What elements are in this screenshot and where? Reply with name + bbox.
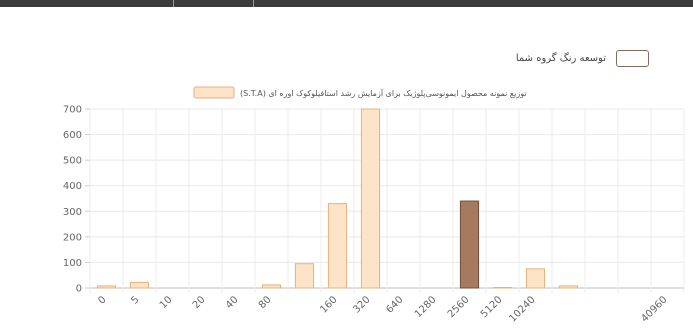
bar — [360, 108, 381, 289]
y-tick-label: 100 — [63, 258, 82, 269]
strip-divider — [253, 0, 254, 7]
series-legend-swatch — [193, 86, 235, 99]
x-tick-label: 5 — [129, 294, 141, 306]
bar — [492, 286, 513, 289]
x-tick-label: 320 — [351, 294, 372, 315]
y-tick-label: 200 — [63, 232, 82, 243]
chart-grid — [89, 108, 685, 293]
y-tick-label: 600 — [63, 130, 82, 141]
x-tick-label: 20 — [191, 294, 208, 311]
y-tick-label: 400 — [63, 181, 82, 192]
y-tick-label: 300 — [63, 207, 82, 218]
bar — [129, 281, 150, 289]
y-tick-label: 500 — [63, 156, 82, 167]
x-tick-label: 0 — [96, 294, 108, 306]
y-axis: 0 100 200 300 400 500 600 700 — [63, 105, 90, 295]
bar-chart: 0 100 200 300 400 500 600 700 0 5 10 20 40 80 160 320 6… — [63, 86, 685, 325]
bar — [525, 268, 546, 289]
bar — [327, 203, 348, 289]
x-tick-label: 40960 — [639, 294, 669, 324]
chart-bars — [96, 108, 579, 289]
bar — [459, 200, 480, 289]
series-legend[interactable]: (S.T.A) توزیع نمونه محصول ایمونوسی‌پلوژی… — [193, 86, 527, 99]
x-tick-label: 5120 — [479, 294, 505, 320]
bar — [558, 285, 579, 289]
x-tick-label: 80 — [257, 294, 274, 311]
x-tick-label: 10240 — [507, 294, 537, 324]
series-legend-label: (S.T.A) توزیع نمونه محصول ایمونوسی‌پلوژی… — [240, 88, 527, 98]
top-window-strip — [0, 0, 693, 7]
chart-panel: توسعه رنگ گروه شما 0 100 200 300 400 500 600 70… — [4, 7, 689, 330]
y-tick-label: 0 — [76, 284, 82, 295]
group-color-swatch — [616, 49, 649, 67]
x-tick-label: 1280 — [413, 294, 439, 320]
strip-divider — [173, 0, 174, 7]
group-color-legend-label: توسعه رنگ گروه شما — [515, 52, 606, 64]
x-tick-label: 10 — [158, 294, 175, 311]
x-tick-label: 640 — [384, 294, 405, 315]
bar — [96, 285, 117, 289]
x-tick-label: 40 — [224, 294, 241, 311]
bar — [261, 284, 282, 289]
x-tick-label: 2560 — [446, 294, 472, 320]
x-axis: 0 5 10 20 40 80 160 320 640 1280 2560 5120 10240 4096… — [96, 294, 669, 324]
group-color-legend[interactable]: توسعه رنگ گروه شما — [516, 48, 649, 68]
bar — [294, 263, 315, 289]
x-tick-label: 160 — [318, 294, 339, 315]
y-tick-label: 700 — [63, 105, 82, 116]
